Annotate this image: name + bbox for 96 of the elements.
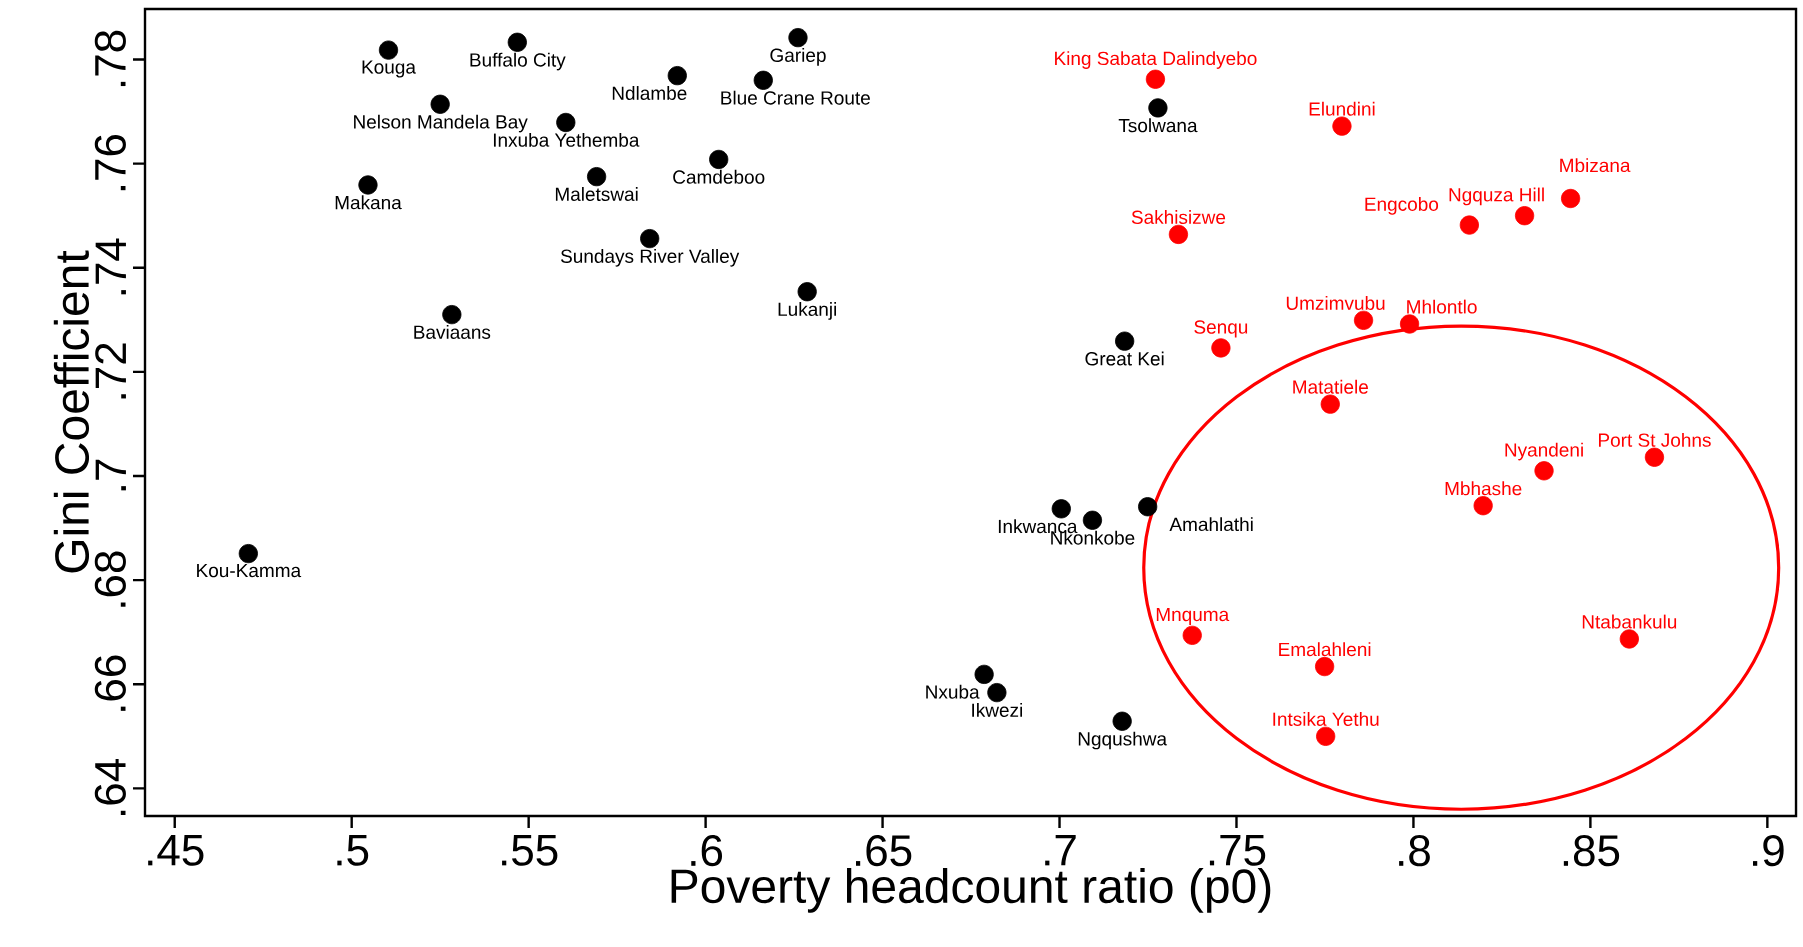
x-axis-title: Poverty headcount ratio (p0) [671, 867, 1271, 913]
annotation: Sakhisizwe [1131, 210, 1226, 225]
point [1459, 215, 1479, 235]
point [238, 543, 258, 564]
point [1560, 188, 1581, 209]
y-axis-title: Gini Coefficient [53, 250, 90, 573]
point [378, 40, 399, 60]
annotation: Emalahleni [1279, 642, 1371, 657]
annotation: Kouga [362, 60, 416, 78]
point [1112, 711, 1132, 731]
annotation: King Sabata Dalindyebo [1055, 51, 1257, 69]
annotation: Mbizana [1560, 158, 1631, 173]
point [1168, 224, 1189, 245]
annotation: Ngqushwa [1078, 731, 1168, 750]
annotation: Matatiele [1293, 379, 1368, 394]
x-tick-label: .45 [148, 835, 204, 866]
annotation: Maletswai [555, 187, 638, 201]
annotation: Ntabankulu [1582, 614, 1677, 629]
annotation: Port St Johns [1599, 432, 1711, 447]
annotation: Ikwezi [972, 703, 1022, 717]
point [1473, 496, 1493, 516]
x-tick-label: .75 [1209, 835, 1266, 866]
y-tick-label: .78 [94, 30, 126, 87]
x-tick-label: .85 [1563, 835, 1620, 867]
point [1534, 461, 1554, 481]
annotation: Mbhashe [1445, 481, 1522, 496]
point [430, 94, 450, 114]
annotation: Nxuba [926, 684, 980, 699]
point [1316, 726, 1336, 746]
point [507, 32, 527, 52]
x-tick-label: .8 [1399, 835, 1430, 867]
point [556, 112, 576, 133]
point [1051, 499, 1071, 519]
point [974, 664, 994, 684]
x-tick-label: .7 [1045, 835, 1076, 866]
point [1148, 98, 1168, 118]
annotation: Sundays River Valley [560, 248, 740, 267]
annotation: Buffalo City [470, 52, 566, 71]
x-tick-label: .9 [1753, 835, 1784, 867]
annotation: Mhlontlo [1407, 299, 1477, 314]
point [1320, 394, 1340, 414]
point [1619, 629, 1639, 649]
y-tick-label: .76 [94, 134, 126, 191]
point [667, 66, 687, 86]
point [788, 28, 808, 48]
annotation: Amahlathi [1169, 517, 1253, 532]
point [1138, 497, 1158, 517]
point [1082, 510, 1103, 530]
annotation: Kou-Kamma [197, 563, 302, 578]
annotation: Ndlambe [612, 86, 687, 100]
point [358, 175, 378, 195]
annotation: Camdeboo [673, 169, 765, 184]
annotation: Blue Crane Route [721, 90, 870, 105]
annotation: Nyandeni [1505, 442, 1583, 461]
point [1115, 331, 1135, 351]
point [1211, 338, 1231, 358]
y-tick-label: .68 [94, 551, 126, 607]
point [797, 282, 817, 302]
annotation: Mnquma [1156, 607, 1230, 625]
point [1644, 447, 1665, 467]
x-tick-label: .55 [502, 835, 558, 866]
annotation: Great Kei [1085, 351, 1164, 366]
annotation: Umzimvubu [1286, 295, 1385, 310]
annotation: Gariep [770, 48, 826, 66]
annotation: Ngquza Hill [1449, 187, 1544, 206]
point [987, 683, 1007, 703]
x-tick-label: .6 [691, 835, 723, 867]
point [1399, 314, 1420, 334]
annotation: Senqu [1194, 320, 1248, 338]
annotation: Nelson Mandela Bay [354, 114, 528, 133]
annotation: Intsika Yethu [1273, 711, 1379, 726]
point [1145, 69, 1166, 89]
point [442, 305, 462, 325]
annotation: Elundini [1309, 101, 1375, 116]
y-tick-label: .72 [95, 343, 126, 399]
point [1332, 116, 1352, 136]
point [1514, 206, 1535, 226]
annotation: Makana [335, 195, 402, 210]
point [1182, 625, 1202, 645]
y-tick-label: .66 [94, 655, 126, 711]
point [709, 149, 729, 170]
annotation: Baviaans [414, 325, 491, 339]
x-tick-label: .5 [337, 835, 369, 866]
annotation: Lukanji [778, 302, 836, 320]
point [587, 167, 607, 187]
annotation: Inxuba Yethemba [493, 132, 640, 147]
y-tick-label: .64 [94, 759, 126, 815]
point [1315, 656, 1335, 677]
point [753, 70, 773, 90]
annotation: Engcobo [1365, 196, 1439, 215]
y-tick-label: .7 [95, 459, 126, 491]
x-tick-label: .65 [856, 835, 912, 867]
annotation: Tsolwana [1118, 118, 1198, 133]
y-tick-label: .74 [95, 238, 126, 295]
point [640, 229, 660, 249]
point [1353, 310, 1374, 330]
